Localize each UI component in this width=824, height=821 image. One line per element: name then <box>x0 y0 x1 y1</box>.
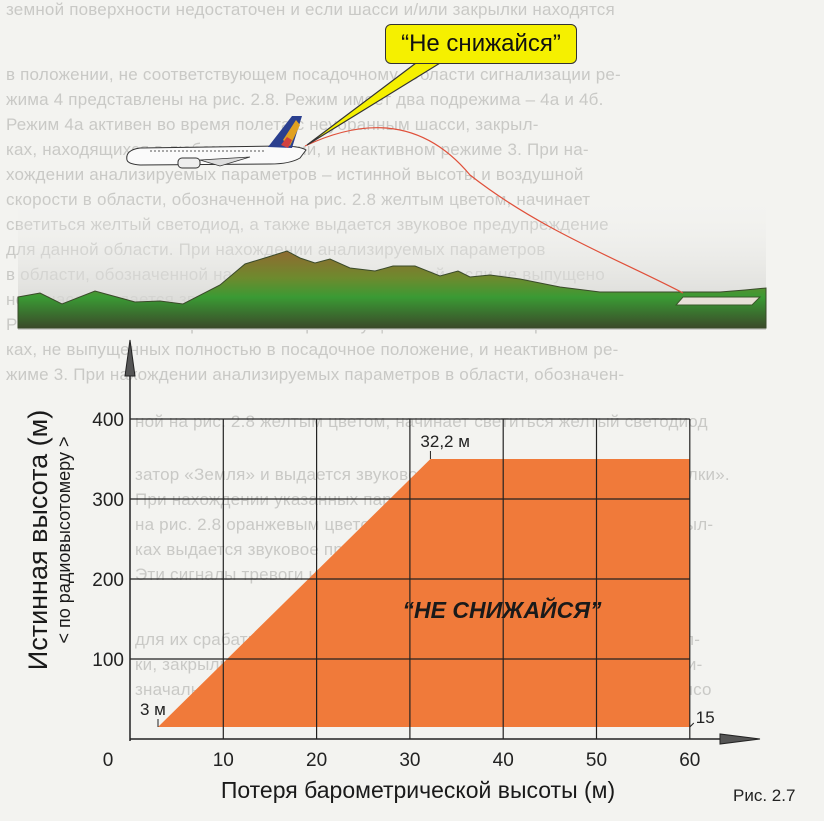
bleed-text-line: хождении анализируемых параметров – исти… <box>6 165 584 184</box>
region-label: “НЕ СНИЖАЙСЯ” <box>403 595 602 623</box>
x-axis-label: Потеря барометрической высоты (м) <box>221 777 615 803</box>
y-axis-arrow <box>124 339 136 377</box>
y-tick-label: 200 <box>92 570 124 591</box>
y-tick-label: 100 <box>92 650 124 671</box>
x-tick-label: 30 <box>399 750 420 771</box>
annotation-tick <box>689 722 695 728</box>
bleed-text-line: в положении, не соответствующем посадочн… <box>6 65 621 84</box>
x-tick-label: 50 <box>586 750 607 771</box>
x-tick-label: 40 <box>493 750 514 771</box>
airplane-icon <box>126 116 307 169</box>
y-axis-sublabel: < по радиовысотомеру > <box>54 437 74 644</box>
annotation-32-2m: 32,2 м <box>420 432 470 451</box>
y-axis-label: Истинная высота (м) <box>23 410 53 670</box>
annotation-3m: 3 м <box>140 700 166 719</box>
figure-caption: Рис. 2.7 <box>733 786 796 805</box>
bleed-text-line: жима 4 представлены на рис. 2.8. Режим и… <box>6 90 604 109</box>
callout-bubble: “Не снижайся” <box>385 24 577 64</box>
terrain <box>17 250 767 329</box>
x-axis-arrow <box>719 733 761 745</box>
y-tick-label: 400 <box>92 410 124 431</box>
terrain-illustration <box>17 127 767 330</box>
x-tick-label: 20 <box>306 750 327 771</box>
callout-pointer <box>306 59 448 146</box>
warning-region <box>157 459 690 727</box>
chart: 0 10 20 30 40 50 60 100 200 300 400 3 м 32,2 м 15 “НЕ … <box>23 339 761 803</box>
bleed-text-line: Режим 4а активен во время полета с неубр… <box>6 115 539 134</box>
bleed-text-line: земной поверхности недостаточен и если ш… <box>6 0 615 19</box>
annotation-15: 15 <box>696 708 715 727</box>
x-tick-label: 10 <box>213 750 234 771</box>
trajectory-line <box>304 127 684 294</box>
runway <box>674 296 762 306</box>
y-tick-label: 300 <box>92 490 124 511</box>
bleed-text-line: ной на рис. 2.8 желтым цветом, начинает … <box>135 412 708 431</box>
bleed-text-line: ках, не выпущенных полностью в посадочно… <box>6 340 619 359</box>
x-tick-label: 0 <box>103 750 114 771</box>
callout-text: “Не снижайся” <box>401 30 561 57</box>
x-tick-label: 60 <box>679 750 700 771</box>
bleed-text-line: жиме 3. При нахождении анализируемых пар… <box>6 365 625 384</box>
